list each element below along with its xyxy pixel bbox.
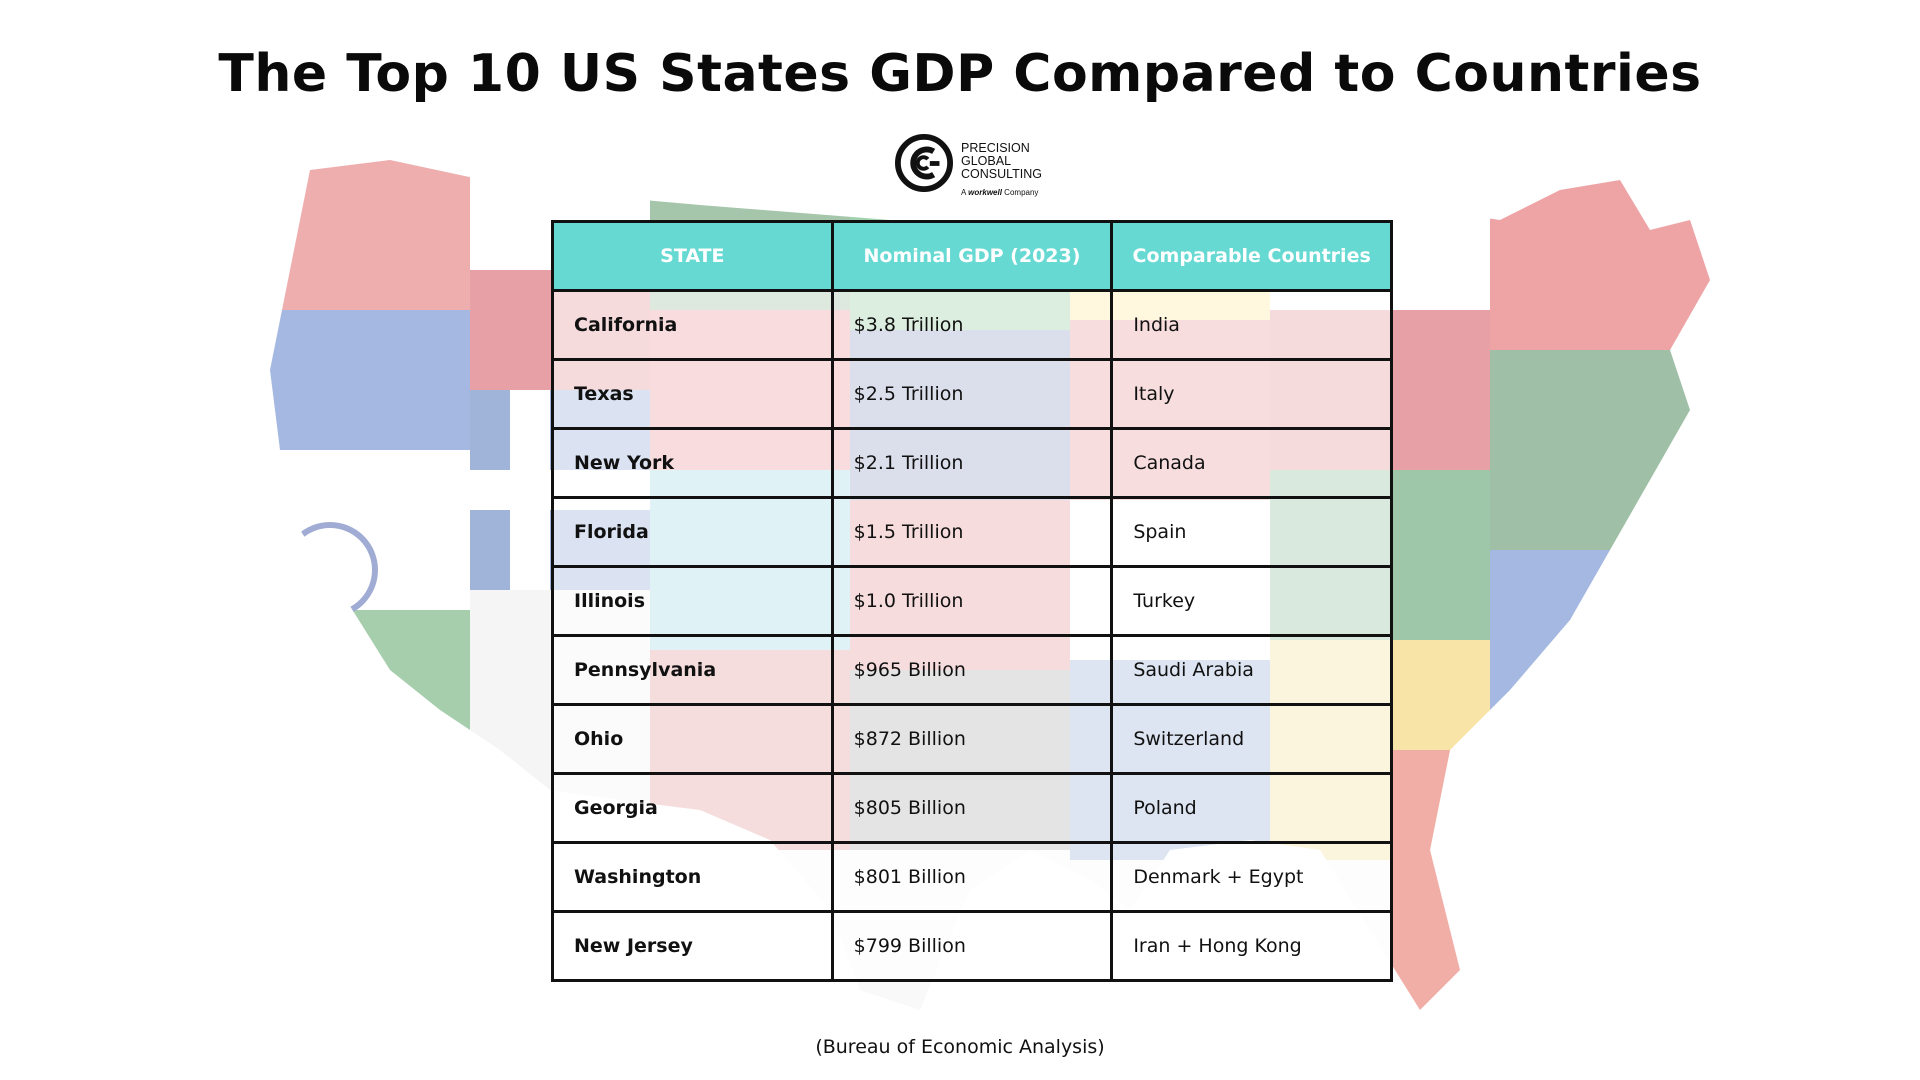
- table-row: New York $2.1 Trillion Canada: [551, 427, 1393, 499]
- gdp-cell: $2.1 Trillion: [830, 427, 1114, 499]
- table-row: Ohio $872 Billion Switzerland: [551, 703, 1393, 775]
- state-cell: Washington: [551, 841, 834, 913]
- gdp-cell: $799 Billion: [830, 910, 1114, 982]
- table-row: Texas $2.5 Trillion Italy: [551, 358, 1393, 430]
- state-cell: Illinois: [551, 565, 834, 637]
- logo-tagline-brand: workwell: [968, 188, 1002, 197]
- header-comparable-countries: Comparable Countries: [1110, 220, 1393, 292]
- table-row: New Jersey $799 Billion Iran + Hong Kong: [551, 910, 1393, 982]
- country-cell: Turkey: [1110, 565, 1393, 637]
- country-cell: Denmark + Egypt: [1110, 841, 1393, 913]
- table-row: Washington $801 Billion Denmark + Egypt: [551, 841, 1393, 913]
- country-cell: Iran + Hong Kong: [1110, 910, 1393, 982]
- table-row: Pennsylvania $965 Billion Saudi Arabia: [551, 634, 1393, 706]
- table-row: Florida $1.5 Trillion Spain: [551, 496, 1393, 568]
- state-cell: New Jersey: [551, 910, 834, 982]
- header-state: STATE: [551, 220, 834, 292]
- company-logo: PRECISION GLOBAL CONSULTING A workwell C…: [895, 132, 1065, 202]
- page-title: The Top 10 US States GDP Compared to Cou…: [218, 44, 1702, 104]
- gdp-cell: $872 Billion: [830, 703, 1114, 775]
- gdp-cell: $1.5 Trillion: [830, 496, 1114, 568]
- table-row: California $3.8 Trillion India: [551, 289, 1393, 361]
- logo-tagline-prefix: A: [961, 188, 966, 197]
- logo-line-3: CONSULTING: [961, 167, 1043, 181]
- country-cell: Saudi Arabia: [1110, 634, 1393, 706]
- gdp-cell: $1.0 Trillion: [830, 565, 1114, 637]
- table-row: Illinois $1.0 Trillion Turkey: [551, 565, 1393, 637]
- state-cell: Florida: [551, 496, 834, 568]
- gdp-cell: $805 Billion: [830, 772, 1114, 844]
- country-cell: Poland: [1110, 772, 1393, 844]
- gdp-cell: $2.5 Trillion: [830, 358, 1114, 430]
- pgc-logo-mark-icon: [895, 134, 953, 192]
- state-cell: New York: [551, 427, 834, 499]
- state-cell: Ohio: [551, 703, 834, 775]
- source-note: (Bureau of Economic Analysis): [815, 1036, 1105, 1058]
- gdp-cell: $3.8 Trillion: [830, 289, 1114, 361]
- state-cell: Georgia: [551, 772, 834, 844]
- gdp-comparison-table: STATE Nominal GDP (2023) Comparable Coun…: [551, 220, 1393, 982]
- logo-line-2: GLOBAL: [961, 154, 1012, 168]
- country-cell: Switzerland: [1110, 703, 1393, 775]
- country-cell: Italy: [1110, 358, 1393, 430]
- logo-tagline: A workwell Company: [961, 188, 1038, 197]
- logo-wordmark: PRECISION GLOBAL CONSULTING: [961, 142, 1042, 181]
- country-cell: India: [1110, 289, 1393, 361]
- state-cell: Texas: [551, 358, 834, 430]
- header-nominal-gdp: Nominal GDP (2023): [830, 220, 1114, 292]
- table-header-row: STATE Nominal GDP (2023) Comparable Coun…: [551, 220, 1393, 292]
- country-cell: Spain: [1110, 496, 1393, 568]
- state-cell: Pennsylvania: [551, 634, 834, 706]
- logo-tagline-suffix: Company: [1004, 188, 1039, 197]
- state-cell: California: [551, 289, 834, 361]
- gdp-cell: $801 Billion: [830, 841, 1114, 913]
- country-cell: Canada: [1110, 427, 1393, 499]
- gdp-cell: $965 Billion: [830, 634, 1114, 706]
- table-row: Georgia $805 Billion Poland: [551, 772, 1393, 844]
- logo-line-1: PRECISION: [961, 141, 1030, 155]
